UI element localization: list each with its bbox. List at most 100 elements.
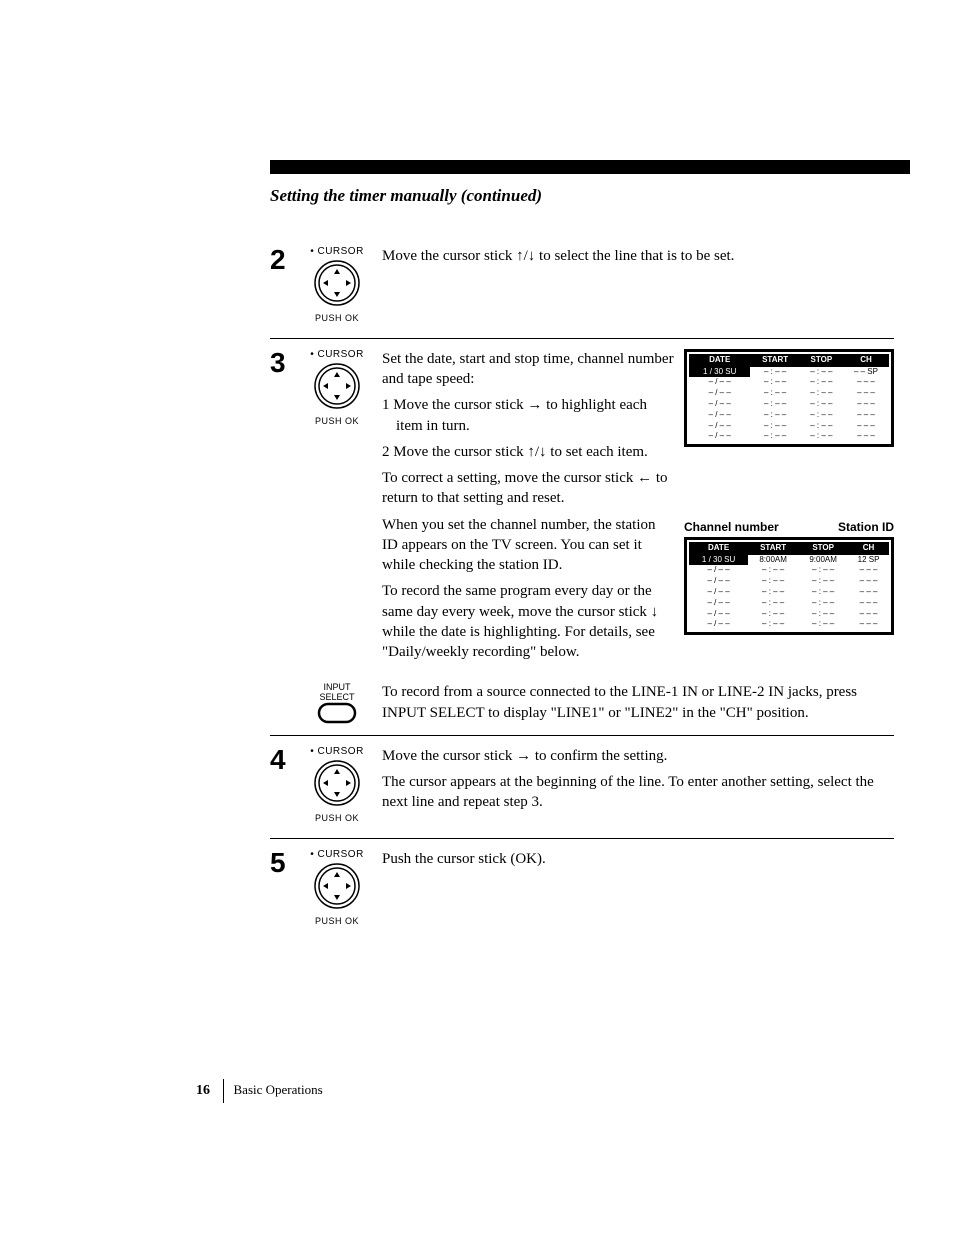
push-ok-label: PUSH OK (298, 814, 376, 824)
step-body: Move the cursor stick → to confirm the s… (376, 746, 894, 819)
input-select-control: INPUT SELECT (298, 682, 376, 726)
screen-cell: – / – – (689, 377, 750, 388)
footer-section: Basic Operations (234, 1082, 323, 1097)
step-body: Push the cursor stick (OK). (376, 849, 894, 875)
screen-cell: – : – – (750, 421, 799, 432)
screen-cell: – : – – (750, 410, 799, 421)
step-number: 3 (270, 349, 298, 377)
screen-cell: 8:00AM (748, 555, 798, 566)
screen-cell: – – – (843, 399, 889, 410)
screen-cell: – / – – (689, 431, 750, 442)
screen-cell: – : – – (800, 399, 843, 410)
step-5: 5 • CURSOR PUSH OK Push the cursor stick… (270, 849, 894, 927)
screen-cell: – – – (848, 619, 889, 630)
screen-cell: 12 SP (848, 555, 889, 566)
station-id-label: Station ID (838, 519, 894, 535)
footer-divider (223, 1079, 224, 1103)
screen-cell: – – – (848, 609, 889, 620)
substep-2: 2 Move the cursor stick ↑/↓ to set each … (382, 442, 674, 462)
step-3: 3 • CURSOR PUSH OK Set the date, start a… (270, 349, 894, 669)
screen-cell: – : – – (800, 367, 843, 378)
cursor-label: • CURSOR (298, 849, 376, 860)
step-number: 2 (270, 246, 298, 274)
line-in-text: To record from a source connected to the… (382, 682, 894, 723)
section-title: Setting the timer manually (continued) (270, 186, 894, 206)
page-footer: 16 Basic Operations (196, 1079, 323, 1103)
cursor-control: • CURSOR PUSH OK (298, 246, 376, 324)
screen-cell: – : – – (798, 598, 848, 609)
screen-cell: – : – – (800, 388, 843, 399)
screen-cell: – – – (843, 388, 889, 399)
daily-text: To record the same program every day or … (382, 581, 674, 662)
cursor-label: • CURSOR (298, 349, 376, 360)
push-ok-label: PUSH OK (298, 314, 376, 324)
screen-cell: – – SP (843, 367, 889, 378)
channel-number-label: Channel number (684, 519, 779, 535)
screen-cell: – : – – (800, 410, 843, 421)
screen-cell: – : – – (748, 619, 798, 630)
screen-cell: – – – (848, 598, 889, 609)
page-number: 16 (196, 1083, 210, 1098)
input-select-label-bottom: SELECT (298, 692, 376, 702)
screen-cell: – : – – (748, 609, 798, 620)
screen-header: DATE (689, 354, 750, 367)
screen-cell: – : – – (750, 399, 799, 410)
screen-cell: – : – – (800, 377, 843, 388)
screen-cell: – / – – (689, 587, 748, 598)
screen-cell: 1 / 30 SU (689, 367, 750, 378)
screen-cell: – : – – (798, 609, 848, 620)
screen-cell: – : – – (748, 576, 798, 587)
screen-cell: – : – – (800, 421, 843, 432)
screen-cell: – – – (843, 431, 889, 442)
screen-cell: – / – – (689, 619, 748, 630)
cursor-stick-icon (313, 862, 361, 910)
confirm-text: Move the cursor stick → to confirm the s… (382, 746, 894, 766)
screen-cell: – : – – (750, 367, 799, 378)
header-rule (270, 160, 910, 174)
timer-screen-2: DATESTARTSTOPCH1 / 30 SU8:00AM9:00AM12 S… (684, 537, 894, 635)
divider (270, 838, 894, 839)
screen-cell: – : – – (798, 619, 848, 630)
cursor-control: • CURSOR PUSH OK (298, 849, 376, 927)
screen-header: CH (848, 542, 889, 555)
cursor-label: • CURSOR (298, 746, 376, 757)
screen-cell: – : – – (798, 565, 848, 576)
step-body: Move the cursor stick ↑/↓ to select the … (376, 246, 894, 272)
step-4: 4 • CURSOR PUSH OK Move the cursor stick… (270, 746, 894, 824)
step-number: 4 (270, 746, 298, 774)
screen-cell: – – – (848, 576, 889, 587)
correct-text: To correct a setting, move the cursor st… (382, 468, 674, 509)
screen-header: DATE (689, 542, 748, 555)
screen-cell: – : – – (798, 576, 848, 587)
screen-cell: – : – – (748, 598, 798, 609)
screen-cell: – / – – (689, 399, 750, 410)
push-ok-text: Push the cursor stick (OK). (382, 849, 894, 869)
screen-header: START (748, 542, 798, 555)
cursor-stick-icon (313, 759, 361, 807)
screen-cell: – / – – (689, 421, 750, 432)
step-text: Move the cursor stick ↑/↓ to select the … (382, 246, 894, 266)
screen-cell: – : – – (750, 388, 799, 399)
push-ok-label: PUSH OK (298, 917, 376, 927)
screen-cell: – : – – (750, 431, 799, 442)
screen-cell: – / – – (689, 598, 748, 609)
screen-cell: – : – – (748, 587, 798, 598)
screen-cell: – – – (843, 421, 889, 432)
divider (270, 735, 894, 736)
screen-cell: – / – – (689, 565, 748, 576)
screen-header: CH (843, 354, 889, 367)
cursor-control: • CURSOR PUSH OK (298, 746, 376, 824)
station-text: When you set the channel number, the sta… (382, 515, 674, 576)
next-line-text: The cursor appears at the beginning of t… (382, 772, 894, 813)
screen-cell: – – – (848, 587, 889, 598)
timer-screen-1: DATESTARTSTOPCH1 / 30 SU– : – –– : – –– … (684, 349, 894, 447)
screen-cell: – / – – (689, 388, 750, 399)
substep-1: 1 Move the cursor stick → to highlight e… (382, 395, 674, 436)
screen-cell: – : – – (748, 565, 798, 576)
screen-cell: 9:00AM (798, 555, 848, 566)
cursor-stick-icon (313, 362, 361, 410)
manual-page: Setting the timer manually (continued) 2… (0, 0, 954, 1233)
intro-text: Set the date, start and stop time, chann… (382, 349, 674, 390)
input-select-text: To record from a source connected to the… (376, 682, 894, 729)
cursor-label: • CURSOR (298, 246, 376, 257)
